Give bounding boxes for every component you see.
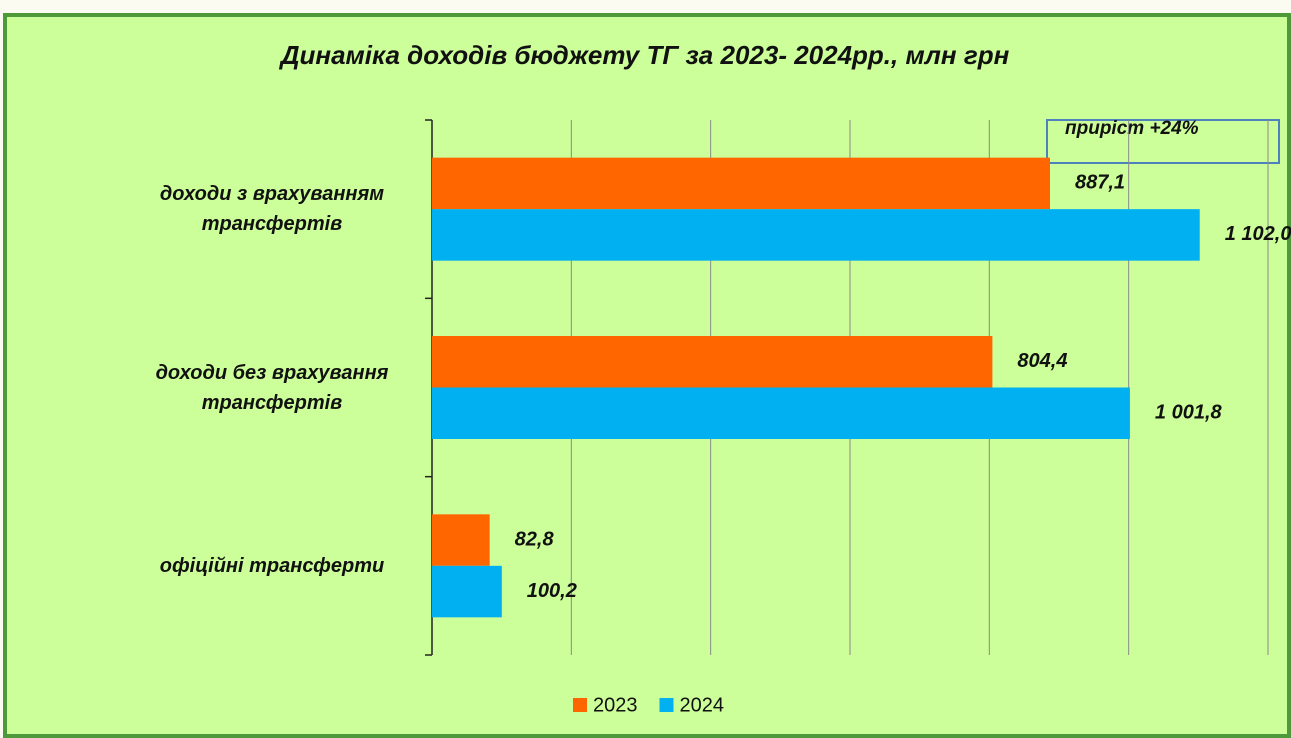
- legend-swatch: [573, 698, 587, 712]
- bar: [432, 209, 1200, 261]
- data-label: 804,4: [1017, 350, 1067, 372]
- chart-title: Динаміка доходів бюджету ТГ за 2023- 202…: [279, 40, 1010, 70]
- y-tick-label: офіційні трансферти: [159, 554, 385, 577]
- annotation: приріст +24%: [1065, 118, 1199, 139]
- data-label: 1 102,0: [1225, 223, 1291, 245]
- bar: [432, 514, 490, 566]
- bar: [432, 565, 502, 618]
- annotation-box: [1046, 119, 1280, 164]
- y-tick-label: доходи з врахуванням трансфертів: [159, 183, 385, 236]
- legend-swatch: [659, 698, 674, 712]
- bar: [432, 336, 993, 388]
- legend-label: 2024: [680, 694, 725, 716]
- data-label: 887,1: [1075, 172, 1125, 194]
- y-tick-label: доходи без врахування трансфертів: [155, 361, 389, 414]
- data-label: 82,8: [515, 528, 555, 550]
- bar: [432, 387, 1130, 439]
- data-label: 1 001,8: [1155, 402, 1223, 424]
- legend-label: 2023: [593, 694, 638, 716]
- data-label: 100,2: [527, 580, 577, 602]
- bar: [432, 157, 1051, 210]
